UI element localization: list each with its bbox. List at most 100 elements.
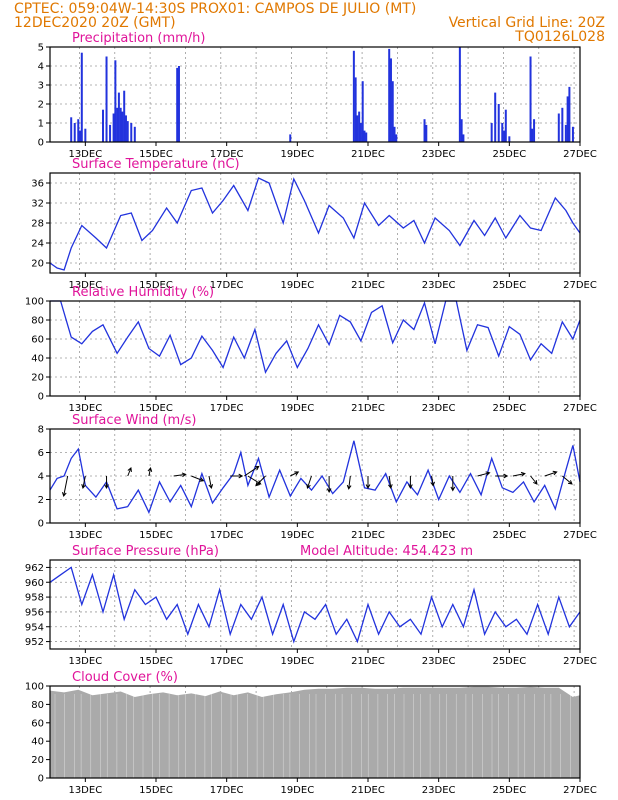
precip-bar [460,119,463,142]
precip-bar [133,126,136,142]
precip-bar [395,134,398,142]
wind-arrow [346,475,352,490]
x-tick-label: 27DEC [563,530,597,541]
wind-arrow [544,470,558,477]
y-tick-label: 4 [38,472,44,483]
panels: Precipitation (mm/h) 13DEC 15DEC 17DEC 19DEC… [25,31,597,796]
wind-arrow [173,472,187,478]
x-tick-label: 15DEC [139,656,173,667]
x-tick-label: 15DEC [139,530,173,541]
wind-arrow [495,473,509,479]
x-tick-label: 21DEC [351,785,385,796]
precip-bar [70,117,73,142]
x-tick-label: 21DEC [351,280,385,291]
panel-frame [49,46,581,143]
precip-bar [116,107,119,142]
precip-bar [177,66,180,142]
y-tick-label: 32 [31,199,44,210]
x-tick-label: 13DEC [68,656,102,667]
precip-bar [289,134,292,142]
x-tick-label: 27DEC [563,656,597,667]
wind-arrow [230,473,244,479]
precip-bar [504,109,507,142]
x-tick-label: 17DEC [210,403,244,414]
precip-bar [79,130,82,142]
precip-bar [564,124,567,142]
wind-arrow [326,476,332,494]
y-tick-label: 36 [31,179,44,190]
wind-arrow [430,475,435,487]
x-tick-label: 25DEC [492,149,526,160]
x-tick-label: 19DEC [280,656,314,667]
panel-title: Surface Temperature (nC) [72,157,240,172]
panel-0: Precipitation (mm/h) 13DEC 15DEC 17DEC 19DEC… [38,31,597,160]
x-tick-label: 23DEC [422,149,456,160]
panel-title: Surface Pressure (hPa) [72,544,219,559]
wind-arrow [127,467,132,477]
y-tick-label: 958 [25,593,44,604]
x-tick-label: 27DEC [563,785,597,796]
precip-bar [508,136,511,142]
panel-frame [49,300,581,397]
precip-bar [354,77,357,142]
precip-bar [533,119,536,142]
series-line [50,300,581,375]
precip-bar [501,123,504,142]
series-line [49,566,581,644]
y-tick-label: 2 [38,495,44,506]
panel-frame [49,172,581,274]
y-tick-label: 100 [25,682,44,693]
wind-arrow [290,471,300,477]
x-tick-label: 15DEC [139,280,173,291]
y-tick-label: 20 [31,755,44,766]
x-tick-label: 13DEC [68,530,102,541]
x-tick-label: 17DEC [210,530,244,541]
x-tick-label: 17DEC [210,149,244,160]
x-tick-label: 17DEC [210,280,244,291]
precip-bar [361,81,364,142]
wind-arrow [81,475,86,490]
x-tick-label: 19DEC [280,530,314,541]
panel-title: Cloud Cover (%) [72,670,178,685]
x-tick-label: 21DEC [351,530,385,541]
wind-arrow [530,475,538,485]
y-tick-label: 0 [38,138,44,149]
precip-bar [117,92,120,142]
header-model-code: TQ0126L028 [514,29,605,45]
wind-arrow [450,476,456,492]
precip-bar [490,123,493,142]
x-tick-label: 23DEC [422,785,456,796]
x-tick-label: 25DEC [492,280,526,291]
wind-arrow [477,471,491,477]
wind-arrow [512,471,526,477]
precip-bar [109,124,112,142]
x-tick-label: 15DEC [139,785,173,796]
x-tick-label: 15DEC [139,403,173,414]
precip-bar [425,124,428,142]
y-tick-label: 0 [38,774,44,785]
precip-bar [566,96,569,142]
panel-5: Cloud Cover (%) 13DEC 15DEC 17DEC 19DEC 21DEC… [25,670,597,796]
x-tick-label: 27DEC [563,149,597,160]
precip-bar [529,56,532,142]
x-tick-label: 21DEC [351,656,385,667]
panel-4: Surface Pressure (hPa) Model Altitude: 45… [25,544,597,667]
precip-bar [124,115,127,142]
precip-bar [114,60,117,142]
x-tick-label: 13DEC [68,785,102,796]
panel-subtitle: Model Altitude: 454.423 m [300,544,473,559]
y-tick-label: 20 [31,373,44,384]
y-tick-label: 1 [38,119,44,130]
precip-bar [503,130,506,142]
precip-bar [571,126,574,142]
y-tick-label: 956 [25,607,44,618]
precip-bar [130,123,133,142]
y-tick-label: 20 [31,259,44,270]
precip-bar [462,134,465,142]
x-tick-label: 13DEC [68,149,102,160]
precip-bar [105,56,108,142]
x-tick-label: 21DEC [351,403,385,414]
wind-arrow [388,475,393,490]
header-datetime: 12DEC2020 20Z (GMT) [14,15,176,31]
x-tick-label: 13DEC [68,280,102,291]
